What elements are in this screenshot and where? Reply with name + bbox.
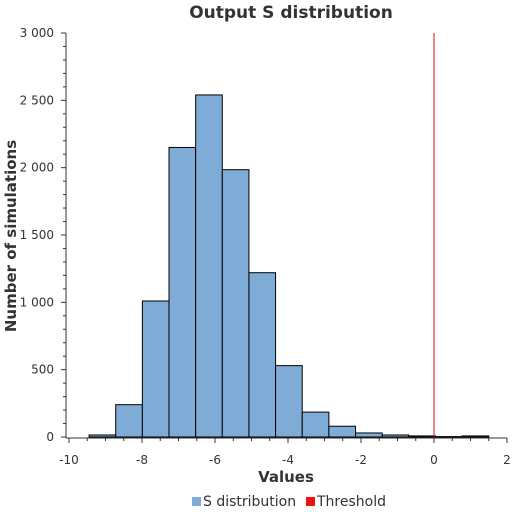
- x-axis-label: Values: [258, 468, 314, 486]
- x-tick-label: 0: [430, 453, 438, 467]
- x-tick-label: -6: [209, 453, 221, 467]
- legend-label-s-distribution: S distribution: [203, 494, 296, 510]
- histogram-bar: [275, 365, 303, 438]
- histogram-bar: [328, 425, 357, 438]
- histogram-bar: [301, 411, 330, 438]
- x-tick-label: 2: [503, 453, 511, 467]
- histogram-bar: [408, 435, 436, 438]
- chart-title: Output S distribution: [189, 3, 393, 23]
- y-tick-label: 500: [31, 363, 54, 377]
- histogram-bars: [88, 94, 490, 438]
- histogram-bar: [221, 169, 250, 438]
- x-tick-label: -4: [282, 453, 294, 467]
- histogram-bar: [461, 435, 490, 438]
- y-tick-label: 1 000: [20, 295, 54, 309]
- legend-swatch-threshold: [306, 497, 315, 506]
- y-axis-label: Number of simulations: [2, 140, 20, 332]
- histogram-bar: [355, 432, 383, 438]
- x-axis-ticks: -10 -8 -6 -4 -2 0 2: [59, 438, 511, 467]
- legend-swatch-s-distribution: [192, 497, 201, 506]
- y-tick-label: 2 500: [20, 93, 54, 107]
- y-tick-label: 1 500: [20, 228, 54, 242]
- y-axis-ticks: 0 500 1 000 1 500 2 000 2 500 3 000: [20, 26, 66, 444]
- x-tick-label: -8: [136, 453, 148, 467]
- x-tick-label: -10: [59, 453, 79, 467]
- x-tick-label: -2: [355, 453, 367, 467]
- histogram-bar: [248, 272, 277, 438]
- histogram-bar: [168, 146, 197, 438]
- histogram-bar: [195, 94, 223, 438]
- legend: S distribution Threshold: [192, 494, 386, 510]
- y-tick-label: 0: [46, 430, 54, 444]
- histogram-bar: [115, 404, 143, 438]
- y-tick-label: 3 000: [20, 26, 54, 40]
- histogram-bar: [381, 434, 410, 438]
- y-tick-label: 2 000: [20, 161, 54, 175]
- histogram-bar: [88, 434, 117, 438]
- legend-label-threshold: Threshold: [316, 494, 386, 510]
- histogram-bar: [141, 300, 170, 438]
